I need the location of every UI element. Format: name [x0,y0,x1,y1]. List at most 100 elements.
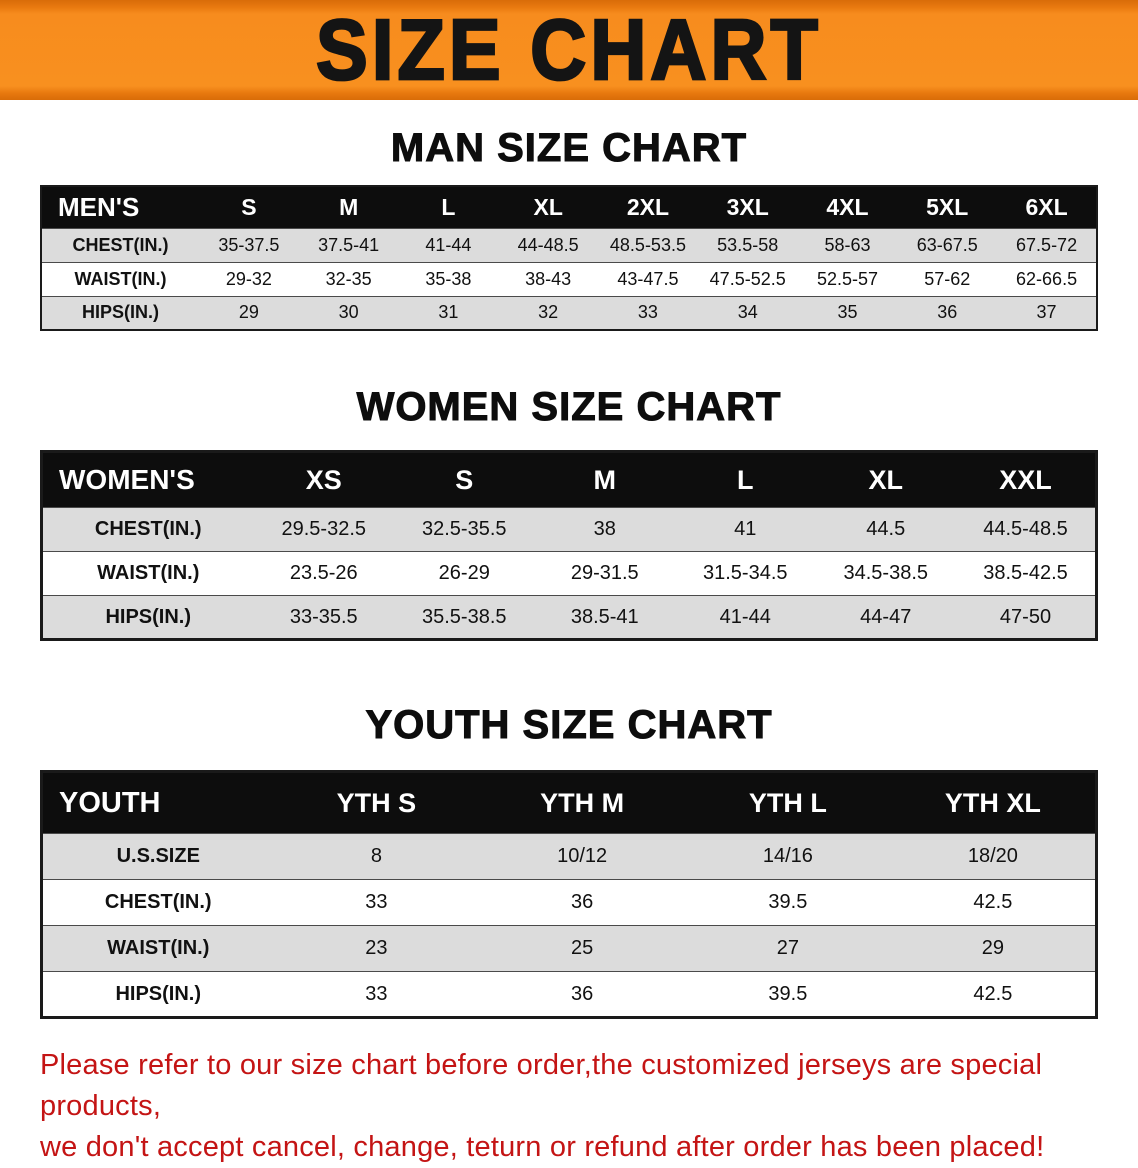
measurement-row: HIPS(IN.) 33-35.5 35.5-38.5 38.5-41 41-44 44-… [41,595,1097,640]
measurement-value: 32 [538,302,559,323]
measurement-value: 34.5-38.5 [843,562,928,584]
measurement-row: CHEST(IN.) 29.5-32.5 32.5-35.5 38 41 44.5 44.5… [41,507,1097,552]
measurement-value: 42.5 [973,982,1013,1005]
measurement-value: 37.5-41 [318,234,380,255]
measurement-value: 32.5-35.5 [421,518,507,540]
measurement-value: 44.5-48.5 [983,518,1068,540]
measurement-value: 10/12 [557,845,608,867]
measurement-label: U.S.SIZE [116,845,200,867]
page-title: SIZE CHART [315,1,822,99]
measurement-value: 38 [593,518,616,540]
table-corner-label: YOUTH [41,771,274,834]
table-corner-label: WOMEN'S [41,451,254,508]
measurement-label: CHEST(IN.) [104,891,212,913]
measurement-value: 29 [238,302,259,323]
measurement-value: 29.5-32.5 [281,518,366,540]
measurement-label: HIPS(IN.) [115,982,202,1005]
measurement-value: 39.5 [768,891,808,913]
measurement-value: 33 [365,891,388,913]
measurement-row: CHEST(IN.) 33 36 39.5 42.5 [41,879,1097,926]
measurement-value: 52.5-57 [816,268,878,289]
measurement-value: 63-67.5 [916,234,978,255]
table-header-row: YOUTH YTH S YTH M YTH L YTH XL [41,771,1097,834]
measurement-value: 53.5-58 [717,234,779,255]
size-column-header: YTH XL [890,771,1097,834]
disclaimer-line-2: we don't accept cancel, change, teturn o… [40,1131,1045,1163]
measurement-label: HIPS(IN.) [105,605,192,628]
measurement-value: 38.5-42.5 [983,562,1068,584]
size-column-header: YTH M [479,771,685,834]
measurement-value: 38.5-41 [570,605,639,628]
youth-size-section: YOUTH SIZE CHART YOUTH YTH S YTH M YTH L YTH… [0,703,1138,1019]
measurement-value: 25 [571,937,594,959]
size-column-header: 4XL [797,186,898,228]
measurement-value: 8 [370,845,382,867]
size-column-header: 2XL [598,186,698,228]
measurement-value: 67.5-72 [1016,234,1078,255]
measurement-value: 48.5-53.5 [609,234,686,255]
measurement-value: 43-47.5 [617,268,679,289]
size-column-header: XL [498,186,599,228]
measurement-value: 27 [776,937,799,959]
measurement-label: CHEST(IN.) [72,234,169,255]
measurement-value: 14/16 [762,845,813,867]
measurement-value: 38-43 [525,268,572,289]
measurement-value: 29-31.5 [570,562,639,584]
measurement-label: WAIST(IN.) [107,937,210,959]
size-column-header: XXL [956,451,1097,508]
table-corner-label: MEN'S [41,186,199,228]
measurement-value: 30 [338,302,359,323]
table-header-row: MEN'S S M L XL 2XL 3XL 4XL 5XL 6XL [41,186,1097,228]
table-header-row: WOMEN'S XS S M L XL XXL [41,451,1097,508]
measurement-label: HIPS(IN.) [81,302,159,323]
size-column-header: YTH S [273,771,480,834]
measurement-row: HIPS(IN.) 33 36 39.5 42.5 [41,971,1097,1018]
measurement-value: 23.5-26 [289,562,358,584]
measurement-row: WAIST(IN.) 23.5-26 26-29 29-31.5 31.5-34.5 34… [41,551,1097,596]
women-size-table: WOMEN'S XS S M L XL XXL CHEST(IN.) 29.5-32.5 32.5… [40,450,1098,641]
women-size-section: WOMEN SIZE CHART WOMEN'S XS S M L XL XXL CHEST(… [0,385,1138,641]
measurement-value: 32-35 [325,268,372,289]
measurement-value: 35 [837,302,858,323]
men-chart-heading: MAN SIZE CHART [390,126,748,171]
size-column-header: M [534,451,675,508]
youth-size-table: YOUTH YTH S YTH M YTH L YTH XL U.S.SIZE 8 10/12… [40,770,1098,1019]
measurement-value: 33 [365,982,388,1005]
measurement-value: 37 [1036,302,1057,323]
measurement-value: 31.5-34.5 [702,562,788,584]
measurement-value: 35.5-38.5 [421,605,507,628]
measurement-row: CHEST(IN.) 35-37.5 37.5-41 41-44 44-48.5 48.5… [41,228,1097,262]
size-chart-banner: SIZE CHART [0,0,1138,100]
measurement-value: 57-62 [924,268,971,289]
measurement-label: WAIST(IN.) [74,268,167,289]
size-column-header: 6XL [997,186,1097,228]
women-chart-heading: WOMEN SIZE CHART [356,385,782,430]
measurement-value: 35-37.5 [218,234,280,255]
measurement-value: 47.5-52.5 [709,268,786,289]
measurement-row: HIPS(IN.) 29 30 31 32 33 34 35 36 37 [41,296,1097,330]
measurement-row: U.S.SIZE 8 10/12 14/16 18/20 [41,833,1097,880]
men-size-table: MEN'S S M L XL 2XL 3XL 4XL 5XL 6XL CHEST(IN.) 35-37… [40,185,1098,331]
size-column-header: XS [253,451,394,508]
order-disclaimer: Please refer to our size chart before or… [40,1045,1138,1168]
measurement-value: 26-29 [438,562,490,584]
measurement-value: 36 [571,982,594,1005]
measurement-value: 39.5 [768,982,808,1005]
disclaimer-line-1: Please refer to our size chart before or… [40,1049,1043,1122]
measurement-value: 41-44 [719,605,771,628]
size-column-header: 3XL [697,186,798,228]
size-column-header: S [394,451,535,508]
measurement-value: 41 [734,518,757,540]
measurement-value: 31 [438,302,459,323]
measurement-value: 58-63 [824,234,871,255]
men-size-section: MAN SIZE CHART MEN'S S M L XL 2XL 3XL 4XL 5XL 6XL… [0,126,1138,331]
measurement-value: 34 [737,302,758,323]
measurement-value: 36 [571,891,594,913]
measurement-value: 44-47 [860,605,912,628]
measurement-value: 62-66.5 [1016,268,1078,289]
measurement-row: WAIST(IN.) 23 25 27 29 [41,925,1097,972]
size-column-header: 5XL [897,186,998,228]
measurement-row: WAIST(IN.) 29-32 32-35 35-38 38-43 43-47.5 47.… [41,262,1097,296]
size-column-header: M [298,186,399,228]
measurement-value: 47-50 [999,605,1052,628]
